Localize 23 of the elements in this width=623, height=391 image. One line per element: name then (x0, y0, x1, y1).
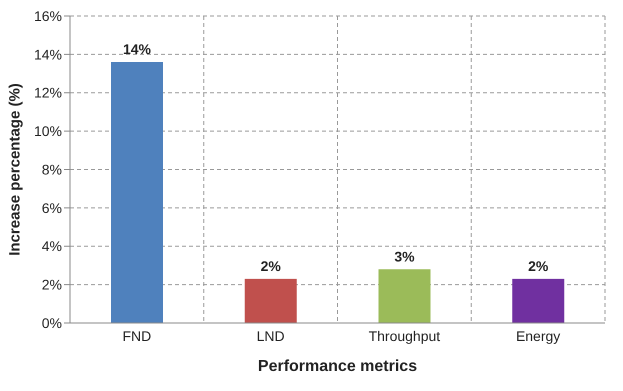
bar (244, 278, 297, 323)
y-tick-label: 0% (42, 314, 62, 331)
bar (512, 278, 564, 323)
y-tick-label: 10% (34, 123, 62, 140)
bar (378, 269, 430, 323)
y-tick-label: 14% (34, 46, 62, 62)
x-tick-label: Energy (516, 328, 560, 344)
data-label: 2% (528, 258, 549, 274)
y-tick-label: 4% (42, 238, 62, 254)
data-label: 14% (122, 41, 152, 58)
y-tick-label: 2% (42, 276, 62, 293)
y-tick-label: 12% (34, 84, 62, 101)
y-tick-label: 8% (42, 161, 62, 178)
data-label: 3% (394, 248, 416, 264)
x-tick-label: Throughput (368, 328, 440, 344)
data-label: 2% (260, 258, 282, 274)
y-tick-label: 6% (42, 200, 62, 216)
x-tick-label: LND (256, 328, 285, 344)
y-tick-label: 16% (34, 8, 62, 24)
x-axis-title: Performance metrics (258, 358, 418, 375)
bar (111, 62, 163, 323)
x-tick-label: FND (122, 328, 152, 344)
y-axis-title: Increase percentage (%) (6, 83, 24, 256)
